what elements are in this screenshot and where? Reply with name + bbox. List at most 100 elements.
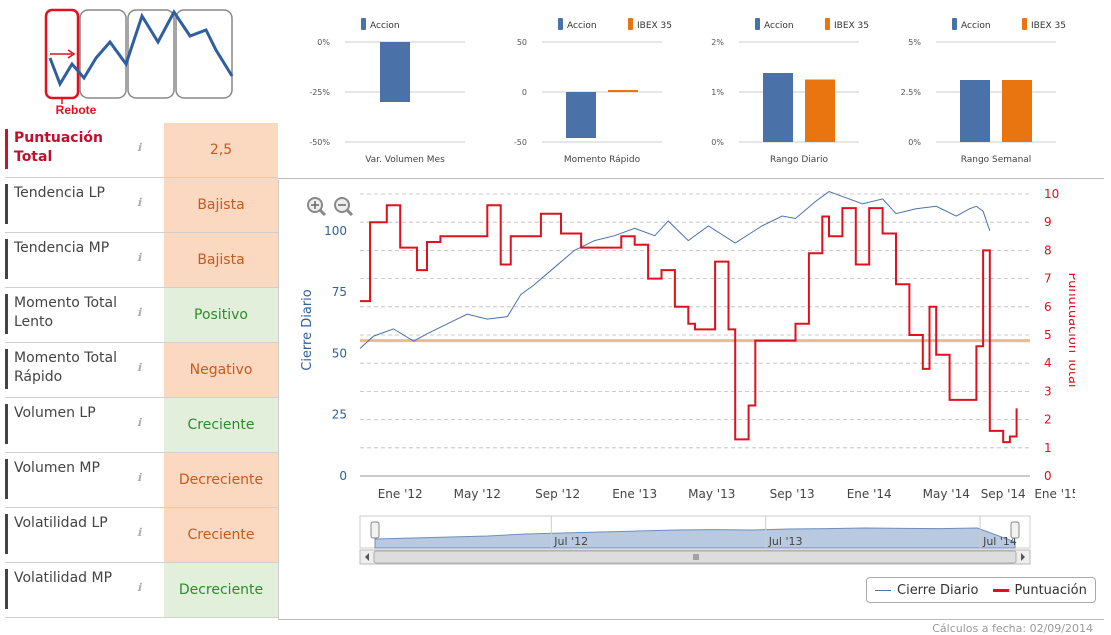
right-axis-title: Punutuacion Total — [1065, 272, 1075, 387]
x-axis-label: Rango Semanal — [961, 155, 1032, 165]
right-axis-tick: 4 — [1044, 356, 1052, 370]
navigator-left-handle[interactable] — [370, 521, 380, 539]
right-axis-tick: 7 — [1044, 272, 1052, 286]
metric-row: Volatilidad MP ℹ Decreciente — [5, 563, 278, 618]
info-icon[interactable]: ℹ — [137, 471, 142, 484]
zoom-out-icon[interactable] — [334, 197, 354, 217]
navigator-tick-label: Jul '12 — [553, 535, 588, 548]
y-tick-label: -50 — [514, 138, 527, 147]
metric-row: Volumen LP ℹ Creciente — [5, 398, 278, 453]
x-tick-label: Sep '14 — [981, 487, 1026, 501]
right-axis-tick: 9 — [1044, 215, 1052, 229]
range-navigator[interactable]: Jul '12 Jul '13 Jul '14 — [359, 515, 1031, 549]
metric-value: Decreciente — [164, 453, 278, 507]
bar — [1002, 80, 1032, 142]
zoom-handle — [345, 208, 354, 217]
x-tick-label: Ene '14 — [847, 487, 892, 501]
metric-row: Momento Total Lento ℹ Positivo — [5, 288, 278, 343]
scroll-right-icon[interactable] — [1021, 553, 1025, 561]
info-icon[interactable]: ℹ — [137, 251, 142, 264]
metric-value: Creciente — [164, 398, 278, 452]
y-tick-label: 2.5% — [901, 88, 922, 97]
logo-trend-line — [48, 9, 234, 88]
comparison-bar-charts: 0% -25% -50% Accion Var. Volumen Mes 50 0 -50 Ac… — [309, 18, 1066, 165]
bar — [805, 79, 835, 142]
x-tick-label: Ene '12 — [378, 487, 423, 501]
legend-swatch — [558, 18, 563, 30]
legend-label-puntuacion: Puntuación — [1014, 582, 1087, 598]
navigator-area — [374, 527, 1016, 549]
zoom-handle — [318, 208, 327, 217]
metric-value: Bajista — [164, 233, 278, 287]
x-axis-label: Var. Volumen Mes — [365, 155, 445, 165]
x-tick-label: Ene '13 — [612, 487, 657, 501]
metric-label: Volumen MP — [5, 459, 142, 499]
metrics-table: Puntuación Total ℹ 2,5 Tendencia LP ℹ Bajista… — [5, 123, 278, 618]
info-icon[interactable]: ℹ — [137, 141, 142, 154]
right-axis-tick: 10 — [1044, 187, 1059, 201]
left-axis-tick: 100 — [324, 224, 347, 238]
left-axis-tick: 25 — [332, 408, 347, 422]
legend-swatch — [361, 18, 366, 30]
metric-row: Tendencia MP ℹ Bajista — [5, 233, 278, 288]
legend-swatch — [952, 18, 957, 30]
metric-row: Puntuación Total ℹ 2,5 — [5, 123, 278, 178]
metric-value: Negativo — [164, 343, 278, 397]
legend-swatch — [628, 18, 633, 30]
metric-row: Volumen MP ℹ Decreciente — [5, 453, 278, 508]
y-tick-label: 5% — [908, 38, 921, 47]
mini-chart: 0% -25% -50% Accion Var. Volumen Mes — [309, 18, 465, 165]
scroll-left-icon[interactable] — [365, 553, 369, 561]
right-axis-tick: 0 — [1044, 469, 1052, 483]
navigator-tick-label: Jul '13 — [768, 535, 803, 548]
zoom-in-icon[interactable] — [307, 197, 327, 217]
bar — [608, 90, 638, 92]
info-icon[interactable]: ℹ — [137, 416, 142, 429]
navigator-tick-label: Jul '14 — [982, 535, 1017, 548]
chart-legend: Cierre Diario Puntuación — [866, 577, 1096, 603]
info-icon[interactable]: ℹ — [137, 306, 142, 319]
divider — [278, 619, 1104, 620]
x-tick-label: Sep '13 — [770, 487, 815, 501]
metric-value: Decreciente — [164, 563, 278, 617]
cierre-series-line — [359, 190, 991, 349]
metric-label: Momento Total Lento — [5, 294, 142, 334]
metric-label: Volatilidad MP — [5, 569, 142, 609]
legend-swatch-puntuacion — [992, 588, 1009, 592]
x-tick-label: May '14 — [923, 487, 970, 501]
y-tick-label: -50% — [309, 138, 330, 147]
legend-swatch — [825, 18, 830, 30]
logo-caption: Rebote — [56, 103, 97, 117]
legend-swatch — [755, 18, 760, 30]
right-axis-tick: 2 — [1044, 413, 1052, 427]
navigator-right-handle[interactable] — [1010, 521, 1020, 539]
legend-label-cierre: Cierre Diario — [897, 582, 979, 598]
legend-item-cierre[interactable]: Cierre Diario — [875, 583, 979, 598]
navigator-scrollbar[interactable] — [359, 549, 1031, 565]
y-tick-label: 50 — [517, 38, 527, 47]
scrollbar-thumb[interactable] — [373, 550, 1017, 564]
info-icon[interactable]: ℹ — [137, 196, 142, 209]
legend-label: Accion — [764, 21, 794, 31]
metric-label: Momento Total Rápido — [5, 349, 142, 389]
x-axis-label: Rango Diario — [770, 155, 829, 165]
y-tick-label: 0% — [317, 38, 330, 47]
metric-value: Creciente — [164, 508, 278, 562]
legend-label: Accion — [961, 21, 991, 31]
legend-item-puntuacion[interactable]: Puntuación — [992, 582, 1087, 598]
mini-chart: 50 0 -50 Accion IBEX 35 Momento Rápido — [514, 18, 672, 165]
bar — [960, 80, 990, 142]
metric-label: Tendencia MP — [5, 239, 142, 279]
right-axis-tick: 1 — [1044, 441, 1052, 455]
info-icon[interactable]: ℹ — [137, 361, 142, 374]
logo-arrow-head — [67, 49, 76, 59]
info-icon[interactable]: ℹ — [137, 581, 142, 594]
legend-label: IBEX 35 — [637, 21, 672, 31]
y-tick-label: -25% — [309, 88, 330, 97]
right-axis-tick: 5 — [1044, 328, 1052, 342]
info-icon[interactable]: ℹ — [137, 526, 142, 539]
mini-chart: 5% 2.5% 0% Accion IBEX 35 Rango Semanal — [901, 18, 1066, 165]
legend-label: IBEX 35 — [1031, 21, 1066, 31]
metric-row: Volatilidad LP ℹ Creciente — [5, 508, 278, 563]
